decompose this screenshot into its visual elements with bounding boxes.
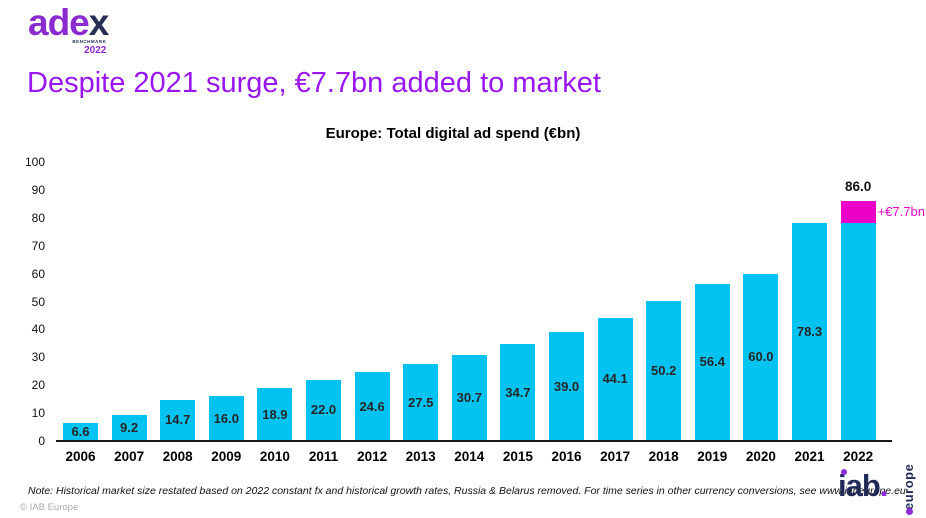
bar-value-label-2008: 14.7 — [165, 412, 191, 428]
bar-value-label-2007: 9.2 — [120, 420, 139, 436]
x-tick-label-2017: 2017 — [600, 449, 631, 464]
y-tick-label-90: 90 — [31, 182, 45, 197]
bar-2020 — [743, 273, 779, 441]
bar-2008 — [160, 400, 196, 441]
y-tick-label-100: 100 — [24, 155, 45, 169]
y-tick-label-50: 50 — [31, 294, 45, 309]
bar-value-label-2012: 24.6 — [359, 398, 385, 414]
x-tick-label-2008: 2008 — [162, 449, 193, 464]
iab-wordmark: iab. — [838, 468, 889, 503]
x-tick-label-2019: 2019 — [697, 449, 728, 464]
x-tick-label-2015: 2015 — [502, 449, 533, 464]
bar-2017 — [597, 317, 633, 441]
adex-wordmark: adex — [28, 2, 110, 43]
bar-value-label-2015: 34.7 — [505, 384, 531, 400]
bar-value-label-2020: 60.0 — [748, 349, 774, 365]
x-tick-label-2016: 2016 — [551, 449, 582, 464]
x-axis: 2006 2007 2008 2009 2010 2011 2012 2013 2014 2015… — [58, 449, 892, 469]
y-tick-label-30: 30 — [31, 350, 45, 365]
adex-benchmark-label: BENCHMARK — [72, 39, 107, 44]
x-tick-label-2006: 2006 — [65, 449, 96, 464]
x-tick-label-2010: 2010 — [259, 449, 290, 464]
bar-value-label-2009: 16.0 — [213, 410, 239, 426]
y-axis: 0 10 20 30 40 50 60 70 80 90 100 — [0, 155, 45, 457]
x-tick-label-2018: 2018 — [648, 449, 679, 464]
increment-label-2022: +€7.7bn — [877, 203, 925, 219]
bar-2022 — [840, 222, 876, 441]
bar-2009 — [208, 396, 244, 441]
bar-highlight-2022 — [840, 201, 876, 223]
bar-2019 — [694, 283, 730, 441]
bar-2016 — [549, 332, 584, 441]
bar-2015 — [500, 344, 536, 441]
y-tick-label-80: 80 — [31, 210, 45, 225]
y-tick-label-20: 20 — [31, 378, 45, 393]
y-tick-label-10: 10 — [31, 406, 45, 421]
x-tick-label-2011: 2011 — [308, 449, 339, 464]
bar-2006 — [63, 422, 98, 441]
adex-wordmark-main: ade — [28, 2, 90, 43]
bar-value-label-2013: 27.5 — [408, 394, 434, 410]
bar-2010 — [257, 388, 293, 441]
chart-title: Europe: Total digital ad spend (€bn) — [325, 125, 581, 142]
bar-2021 — [792, 222, 827, 441]
bar-2011 — [306, 379, 341, 441]
bar-value-label-2016: 39.0 — [553, 378, 580, 394]
x-tick-label-2020: 2020 — [745, 449, 776, 464]
bar-value-label-2021: 78.3 — [796, 323, 823, 339]
x-tick-label-2021: 2021 — [794, 449, 825, 464]
x-tick-label-2013: 2013 — [405, 449, 436, 464]
bar-2014 — [451, 355, 487, 441]
bar-2018 — [646, 300, 682, 441]
iab-wordmark-text: iab — [838, 468, 881, 503]
adex-wordmark-x: x — [88, 2, 110, 43]
bar-value-label-2014: 30.7 — [456, 390, 482, 406]
bar-value-label-2018: 50.2 — [651, 362, 677, 378]
x-tick-label-2009: 2009 — [211, 449, 242, 464]
copyright: © IAB Europe — [20, 502, 79, 513]
adex-logo: adex BENCHMARK 2022 — [28, 2, 110, 55]
bar-value-label-2017: 44.1 — [602, 371, 628, 387]
bar-value-label-2010: 18.9 — [262, 406, 288, 422]
footnote: Note: Historical market size restated ba… — [28, 485, 906, 497]
iab-europe-logo: iab. europe — [838, 462, 918, 516]
x-tick-label-2012: 2012 — [357, 449, 388, 464]
iab-i-dot — [841, 469, 847, 475]
total-value-label-2022: 86.0 — [844, 179, 872, 195]
bar-2012 — [354, 372, 390, 441]
adex-year-label: 2022 — [84, 44, 107, 56]
iab-vertical-dot — [906, 508, 913, 515]
iab-wordmark-dot: . — [879, 468, 889, 503]
bar-value-label-2006: 6.6 — [71, 423, 90, 439]
x-axis-line — [56, 440, 892, 442]
page-title: Despite 2021 surge, €7.7bn added to mark… — [27, 67, 601, 99]
y-tick-label-0: 0 — [38, 434, 45, 448]
y-tick-label-40: 40 — [31, 322, 45, 337]
iab-vertical-text: europe — [901, 463, 916, 510]
x-tick-label-2014: 2014 — [454, 449, 485, 464]
y-tick-label-70: 70 — [31, 238, 45, 253]
plot-area: 6.6 9.2 14.7 16.0 18.9 22.0 24.6 27.5 30.7 34.7 39… — [58, 162, 925, 441]
bar-value-label-2019: 56.4 — [699, 354, 725, 370]
y-tick-label-60: 60 — [31, 266, 45, 281]
x-tick-label-2022: 2022 — [843, 449, 874, 464]
adex-sub-block: BENCHMARK 2022 — [72, 39, 107, 56]
bar-2013 — [403, 364, 439, 441]
bar-value-label-2011: 22.0 — [310, 402, 337, 418]
x-tick-label-2007: 2007 — [114, 449, 145, 464]
bar-2007 — [111, 415, 147, 441]
